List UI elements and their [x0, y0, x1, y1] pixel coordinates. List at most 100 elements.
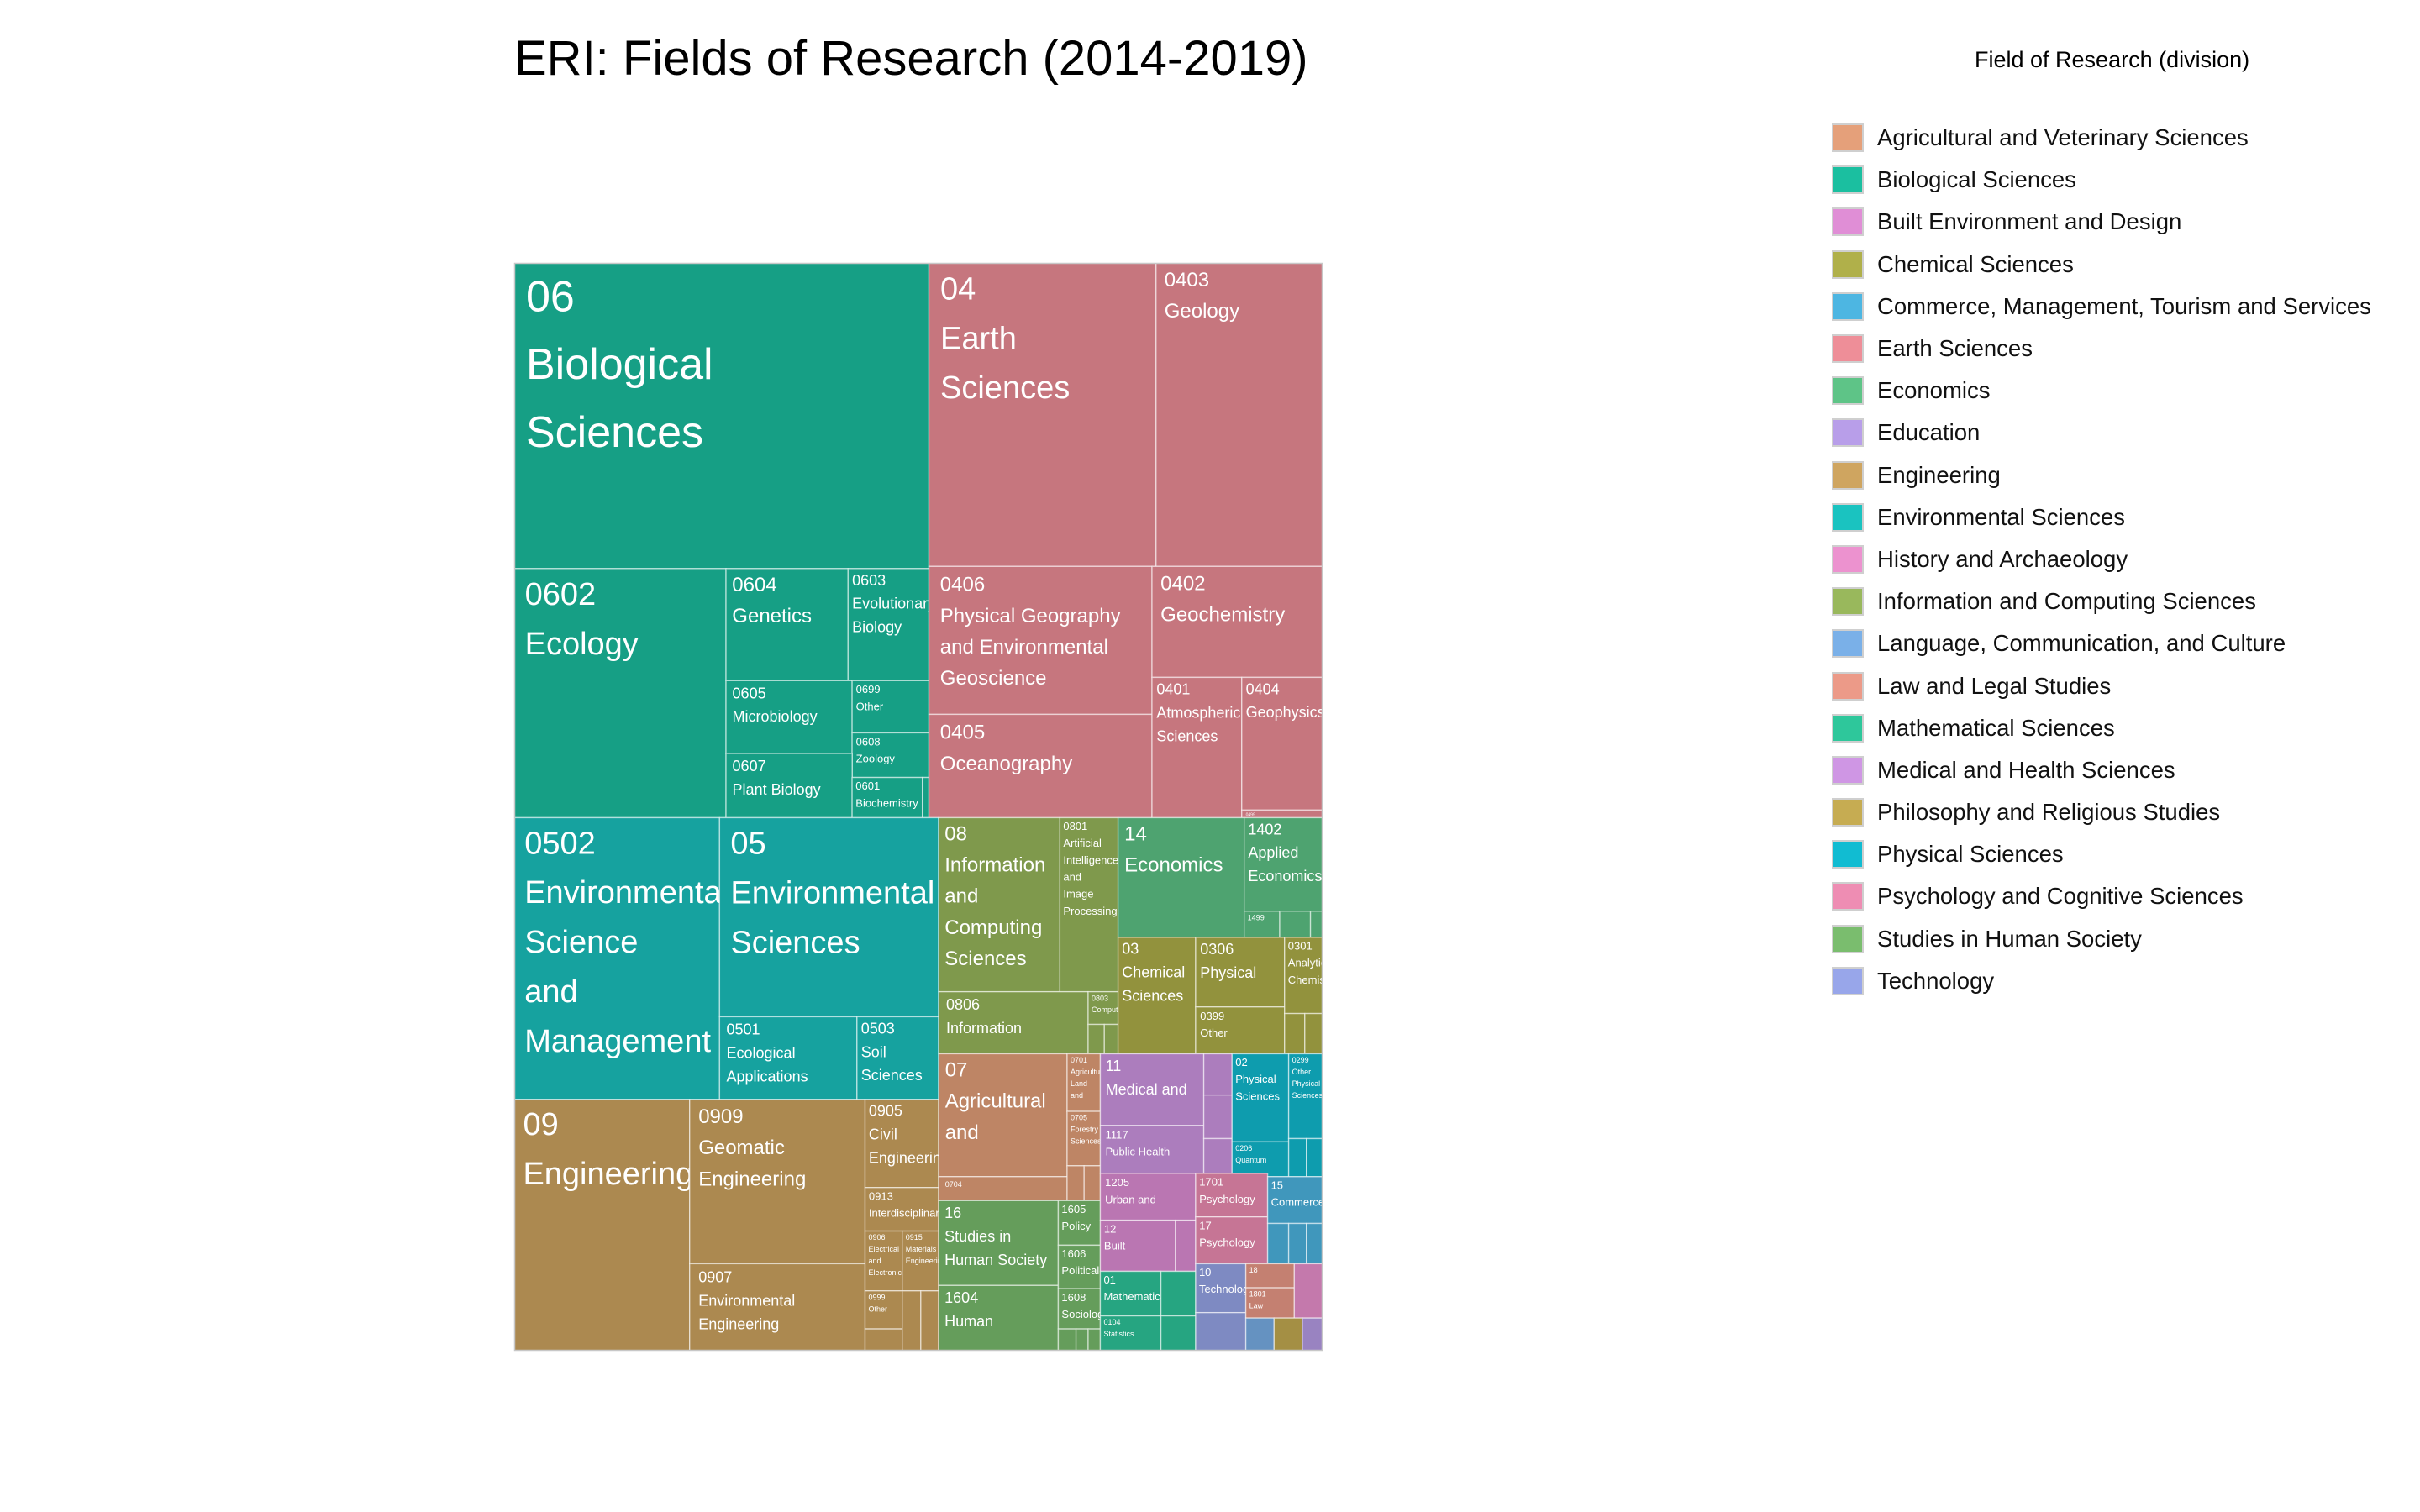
treemap-tile[interactable] — [1099, 1053, 1205, 1126]
treemap-tile[interactable] — [1151, 565, 1323, 679]
treemap-tile[interactable] — [938, 1200, 1060, 1287]
legend-item[interactable]: Information and Computing Sciences — [1832, 580, 2403, 622]
treemap-tile[interactable] — [920, 1290, 939, 1352]
treemap-tile[interactable] — [1231, 1141, 1290, 1178]
treemap-tile[interactable] — [856, 1016, 939, 1100]
treemap-tile[interactable] — [1287, 1222, 1307, 1265]
treemap-tile[interactable] — [902, 1290, 922, 1352]
treemap-tile[interactable] — [1083, 1165, 1102, 1201]
legend-item[interactable]: Physical Sciences — [1832, 833, 2403, 875]
treemap-tile[interactable] — [1195, 1216, 1269, 1265]
legend-item[interactable]: Law and Legal Studies — [1832, 664, 2403, 706]
treemap-tile[interactable] — [922, 776, 930, 819]
treemap-tile[interactable] — [902, 1230, 939, 1292]
treemap-tile[interactable] — [1293, 1263, 1323, 1319]
treemap-tile[interactable] — [1306, 1137, 1323, 1178]
treemap-tile[interactable] — [1279, 911, 1312, 938]
treemap-tile[interactable] — [1151, 676, 1243, 819]
treemap-tile[interactable] — [864, 1290, 903, 1330]
treemap-tile[interactable] — [689, 1263, 866, 1352]
treemap-tile[interactable] — [1306, 1222, 1323, 1265]
legend-label: Technology — [1877, 967, 1995, 994]
treemap-tile[interactable] — [851, 680, 930, 734]
legend-item[interactable]: Medical and Health Sciences — [1832, 749, 2403, 791]
treemap-tile[interactable] — [513, 1099, 691, 1352]
treemap-tile[interactable] — [847, 568, 930, 681]
legend-item[interactable]: Technology — [1832, 960, 2403, 1002]
treemap-tile[interactable] — [1087, 990, 1119, 1026]
treemap-tile[interactable] — [1202, 1053, 1233, 1096]
treemap-tile[interactable] — [1309, 911, 1323, 938]
treemap-tile[interactable] — [1066, 1165, 1085, 1201]
treemap-tile[interactable] — [718, 1016, 858, 1100]
legend-item[interactable]: Chemical Sciences — [1832, 244, 2403, 286]
treemap-tile[interactable] — [1117, 816, 1245, 938]
treemap-tile[interactable] — [1195, 1311, 1247, 1352]
legend-item[interactable]: Commerce, Management, Tourism and Servic… — [1832, 286, 2403, 328]
legend-item[interactable]: History and Archaeology — [1832, 538, 2403, 580]
treemap-tile[interactable] — [851, 776, 923, 819]
treemap-tile[interactable] — [1103, 1023, 1119, 1055]
treemap-tile[interactable] — [1202, 1137, 1233, 1174]
treemap-tile[interactable] — [938, 816, 1061, 993]
treemap-tile[interactable] — [718, 816, 939, 1018]
legend-item[interactable]: Philosophy and Religious Studies — [1832, 791, 2403, 833]
treemap-tile[interactable] — [1175, 1219, 1197, 1273]
treemap-tile[interactable] — [1087, 1023, 1105, 1055]
treemap-tile[interactable] — [1287, 1137, 1307, 1178]
treemap-tile[interactable] — [864, 1187, 939, 1232]
treemap-tile[interactable] — [1244, 1317, 1275, 1352]
treemap-tile[interactable] — [1273, 1317, 1303, 1352]
legend-item[interactable]: Built Environment and Design — [1832, 201, 2403, 243]
treemap-tile[interactable] — [1202, 1094, 1233, 1140]
treemap-tile[interactable] — [938, 1053, 1068, 1178]
legend-item[interactable]: Language, Communication, and Culture — [1832, 622, 2403, 664]
legend-item[interactable]: Economics — [1832, 370, 2403, 412]
treemap-tile[interactable] — [1243, 911, 1281, 938]
treemap-tile[interactable] — [851, 732, 930, 779]
treemap-tile[interactable] — [928, 565, 1153, 716]
treemap-tile[interactable] — [1075, 1328, 1089, 1352]
treemap-tile[interactable] — [1244, 1263, 1296, 1289]
treemap-tile[interactable] — [689, 1099, 866, 1265]
legend-item[interactable]: Biological Sciences — [1832, 159, 2403, 201]
treemap-tile[interactable] — [928, 262, 1157, 568]
legend-item[interactable]: Agricultural and Veterinary Sciences — [1832, 117, 2403, 159]
treemap-tile[interactable] — [513, 816, 721, 1100]
treemap-tile[interactable] — [1087, 1328, 1102, 1352]
treemap-tile[interactable] — [1099, 1173, 1197, 1221]
legend-label: Built Environment and Design — [1877, 208, 2182, 235]
legend-item[interactable]: Earth Sciences — [1832, 328, 2403, 370]
treemap-tile[interactable] — [1057, 1328, 1077, 1352]
treemap-tile[interactable] — [1160, 1315, 1197, 1352]
treemap-tile[interactable] — [725, 568, 850, 681]
treemap-tile[interactable] — [513, 568, 727, 819]
treemap-tile[interactable] — [1231, 1053, 1290, 1143]
treemap-tile[interactable] — [1304, 1012, 1323, 1055]
treemap-tile[interactable] — [864, 1328, 903, 1352]
legend-label: Agricultural and Veterinary Sciences — [1877, 124, 2249, 151]
treemap-tile[interactable] — [928, 713, 1153, 819]
legend-item[interactable]: Education — [1832, 412, 2403, 454]
treemap-tile[interactable] — [1057, 1244, 1102, 1289]
treemap-tile[interactable] — [725, 753, 853, 819]
treemap-tile[interactable] — [1117, 937, 1197, 1055]
treemap-tile[interactable] — [513, 262, 930, 570]
legend-item[interactable]: Engineering — [1832, 454, 2403, 496]
treemap-tile[interactable] — [864, 1230, 903, 1292]
legend-item[interactable]: Environmental Sciences — [1832, 496, 2403, 538]
legend-item[interactable]: Mathematical Sciences — [1832, 707, 2403, 749]
treemap-tile[interactable] — [1059, 816, 1119, 993]
treemap-tile[interactable] — [1284, 937, 1323, 1015]
treemap-tile[interactable] — [1302, 1317, 1323, 1352]
treemap-tile[interactable] — [864, 1099, 939, 1189]
legend-item[interactable]: Studies in Human Society — [1832, 918, 2403, 960]
treemap-tile[interactable] — [1160, 1270, 1197, 1317]
treemap-tile[interactable] — [1195, 1173, 1269, 1218]
treemap-tile[interactable] — [1066, 1110, 1102, 1167]
treemap-tile[interactable] — [1284, 1012, 1306, 1055]
treemap-tile[interactable] — [1099, 1270, 1162, 1317]
legend-item[interactable]: Psychology and Cognitive Sciences — [1832, 875, 2403, 917]
treemap-tile[interactable] — [1266, 1222, 1290, 1265]
treemap-tile-label: 0503 Soil Sciences — [861, 1020, 923, 1084]
